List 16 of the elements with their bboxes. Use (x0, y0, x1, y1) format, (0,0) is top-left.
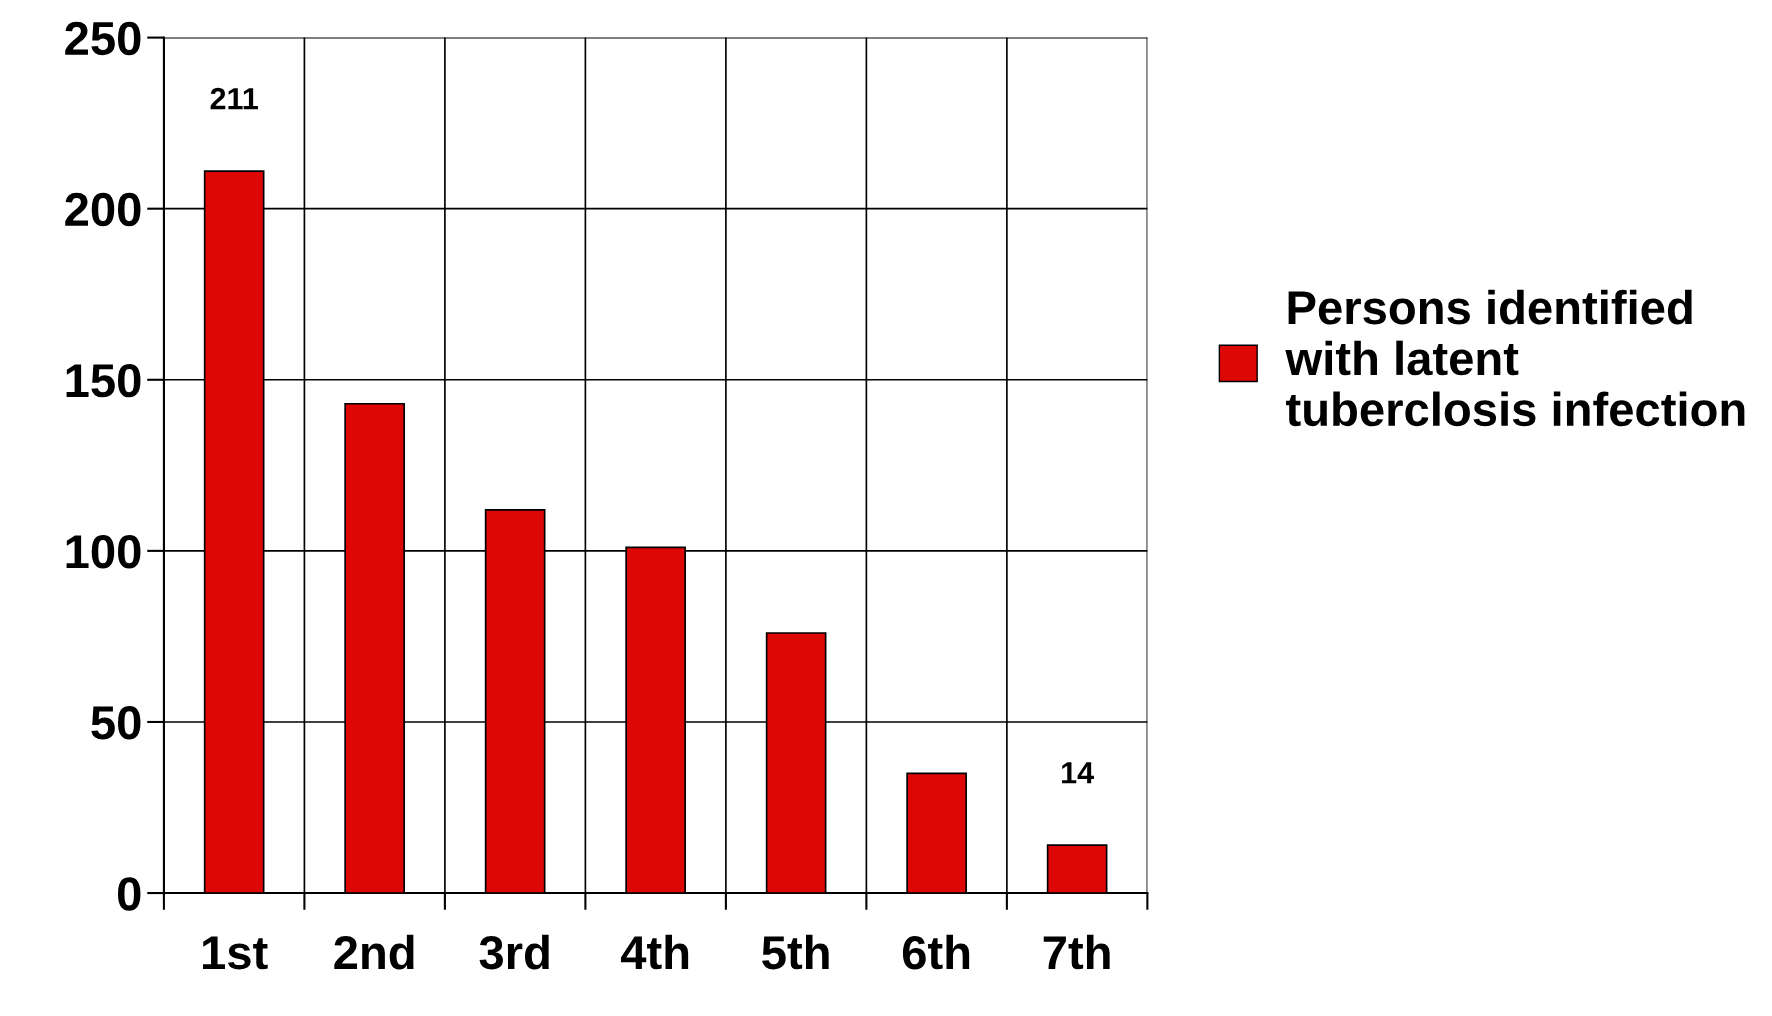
data-label: 14 (1062, 762, 1094, 784)
data-label: 211 (210, 87, 258, 110)
legend-label: Persons identified with latent tuberclosis infection (1285, 289, 1745, 427)
y-tick-label: 0 (117, 877, 141, 911)
y-tick-label: 250 (65, 21, 141, 56)
x-tick-label: 3rd (479, 934, 549, 970)
x-tick-label: 2nd (334, 934, 414, 970)
x-tick-label: 5th (762, 934, 829, 970)
y-tick-label: 200 (65, 192, 141, 227)
x-tick-label: 6th (902, 934, 970, 970)
y-tick-label: 150 (66, 363, 141, 398)
x-tick-label: 1st (203, 936, 268, 970)
x-tick-label: 7th (1043, 934, 1110, 970)
y-tick-label: 50 (91, 706, 141, 740)
x-tick-label: 4th (620, 934, 689, 970)
y-tick-label: 100 (66, 535, 141, 569)
